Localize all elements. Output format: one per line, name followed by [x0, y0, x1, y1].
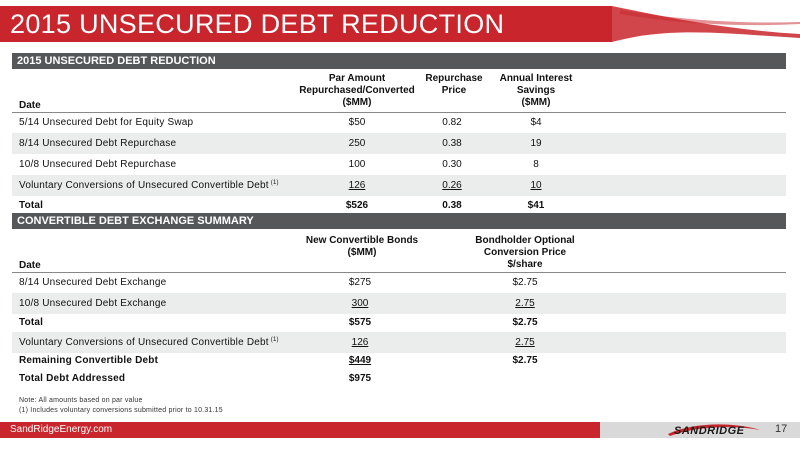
footer-website: SandRidgeEnergy.com	[10, 424, 113, 435]
table1-header-divider	[12, 112, 786, 113]
note-par-value: Note: All amounts based on par value	[19, 397, 143, 404]
title-swoosh-decoration	[560, 6, 800, 42]
table-row: 8/14 Unsecured Debt Exchange $275 $2.75	[19, 277, 538, 288]
footer-red-band	[0, 422, 600, 438]
title-band	[0, 6, 612, 42]
table2-header-divider	[12, 272, 786, 273]
table-row: Voluntary Conversions of Unsecured Conve…	[12, 175, 786, 196]
page-number: 17	[775, 423, 788, 435]
table2-remaining-row: Remaining Convertible Debt $449 $2.75	[19, 355, 538, 366]
table-row: Voluntary Conversions of Unsecured Conve…	[12, 332, 786, 353]
note-footnote-1: (1) Includes voluntary conversions submi…	[19, 407, 223, 414]
title-bar: 2015 UNSECURED DEBT REDUCTION	[0, 0, 800, 44]
table-row: 10/8 Unsecured Debt Repurchase 100 0.30 …	[19, 159, 539, 170]
page-title: 2015 UNSECURED DEBT REDUCTION	[10, 9, 505, 39]
table2-col-bonds: New Convertible Bonds ($MM)	[305, 235, 419, 258]
table1-col-savings: Annual Interest Savings ($MM)	[499, 73, 573, 108]
table2-section-header: CONVERTIBLE DEBT EXCHANGE SUMMARY	[12, 213, 786, 229]
table1-col-price: Repurchase Price	[425, 73, 483, 96]
table1-col-par: Par Amount Repurchased/Converted ($MM)	[299, 73, 415, 108]
table1-date-header: Date	[19, 100, 41, 111]
table1-total-row: Total $526 0.38 $41	[19, 200, 545, 211]
table1-section-header: 2015 UNSECURED DEBT REDUCTION	[12, 53, 786, 69]
logo-text: SANDRIDGE	[674, 425, 745, 437]
table-row: 10/8 Unsecured Debt Exchange 300 2.75	[12, 293, 786, 314]
footer-gray-band	[600, 422, 800, 438]
table2-date-header: Date	[19, 260, 41, 271]
table2-addressed-row: Total Debt Addressed $975	[19, 373, 372, 384]
table-row: 5/14 Unsecured Debt for Equity Swap $50 …	[19, 117, 542, 128]
table2-col-conversion: Bondholder Optional Conversion Price $/s…	[475, 235, 575, 270]
table-row: 8/14 Unsecured Debt Repurchase 250 0.38 …	[12, 133, 786, 154]
table2-total-row: Total $575 $2.75	[19, 317, 538, 328]
footer: SandRidgeEnergy.com SANDRIDGE 17	[0, 422, 800, 450]
sandridge-logo: SANDRIDGE	[664, 424, 764, 440]
logo-swoosh-icon	[668, 424, 760, 436]
